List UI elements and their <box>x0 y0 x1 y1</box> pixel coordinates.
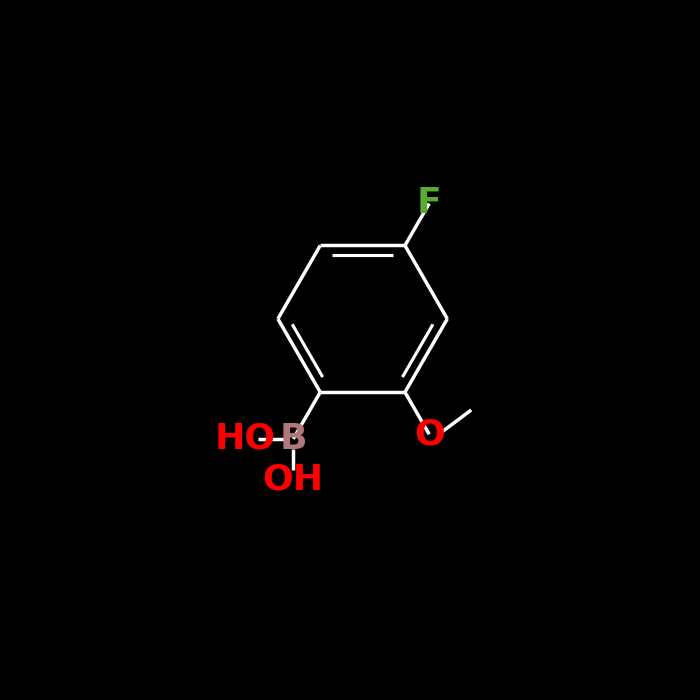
Text: F: F <box>416 186 442 220</box>
Text: OH: OH <box>262 462 324 496</box>
Text: HO: HO <box>214 422 275 456</box>
Text: B: B <box>279 422 307 456</box>
Text: O: O <box>414 417 444 452</box>
